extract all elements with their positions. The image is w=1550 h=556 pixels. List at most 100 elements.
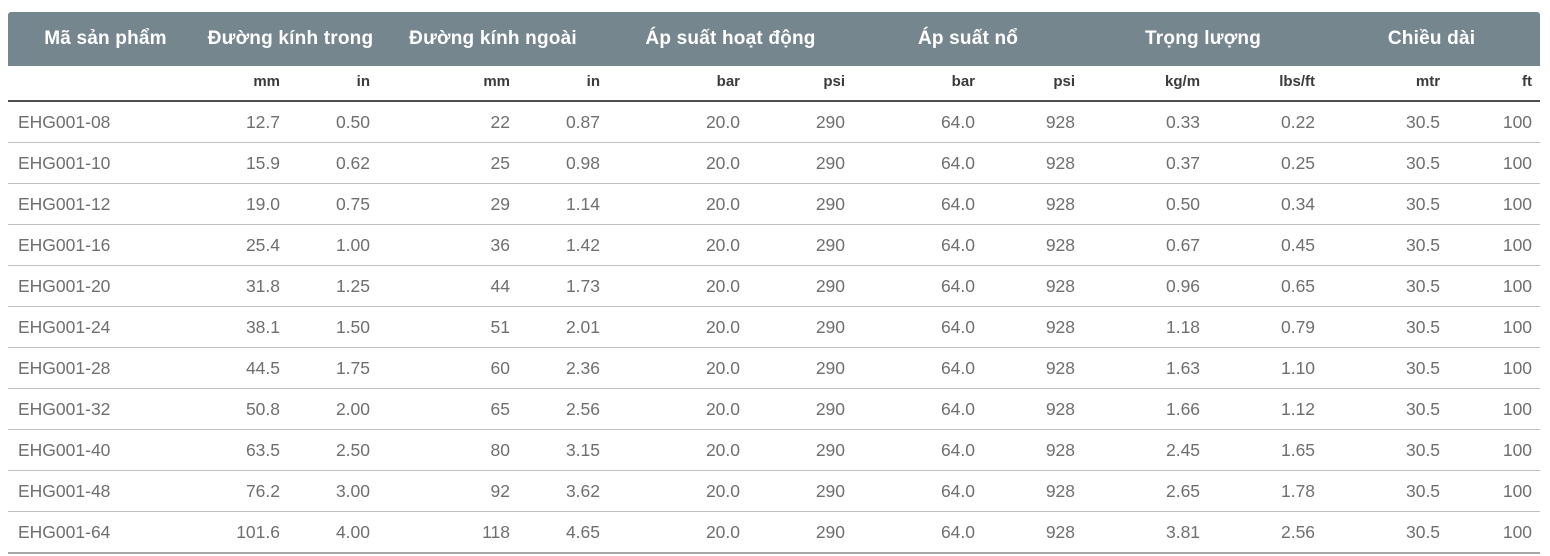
product-spec-table: Mã sản phẩm Đường kính trong Đường kính …	[8, 12, 1541, 554]
value-cell: 20.0	[608, 388, 748, 430]
value-cell: 4.65	[518, 511, 608, 554]
value-cell: 20.0	[608, 347, 748, 389]
value-cell: 30.5	[1323, 429, 1449, 471]
value-cell: 290	[748, 347, 854, 389]
group-header-row: Mã sản phẩm Đường kính trong Đường kính …	[8, 12, 1541, 66]
value-cell: 60	[378, 347, 518, 389]
value-cell: 2.56	[518, 388, 608, 430]
table-row: EHG001-20 31.8 1.25 44 1.73 20.0 290 64.0 928 0.9…	[8, 265, 1541, 307]
value-cell: 25	[378, 142, 518, 184]
value-cell: 30.5	[1323, 142, 1449, 184]
value-cell: 100	[1448, 224, 1541, 266]
value-cell: 0.50	[1083, 183, 1209, 225]
value-cell: 22	[490, 111, 510, 132]
value-cell: 1.66	[1083, 388, 1209, 430]
value-cell: 0.98	[518, 142, 608, 184]
value-cell: 1.73	[518, 265, 608, 307]
value-cell: 20.0	[608, 511, 748, 554]
value-cell: 64.0	[853, 306, 984, 348]
value-cell: 2.50	[288, 429, 378, 471]
unit-inner-mm: mm	[203, 66, 288, 102]
product-code-cell: EHG001-40	[8, 429, 203, 471]
value-cell: 100	[1448, 388, 1541, 430]
value-cell: 64.0	[853, 224, 984, 266]
value-cell: 29	[378, 183, 518, 225]
value-cell: 101.6	[203, 511, 288, 554]
value-cell: 64.0	[853, 142, 984, 184]
unit-weight-kgm: kg/m	[1083, 66, 1209, 102]
value-cell: 2.36	[518, 347, 608, 389]
value-cell: 928	[983, 224, 1084, 266]
value-cell: 928	[983, 347, 1084, 389]
table-row: EHG001-24 38.1 1.50 51 2.01 20.0 290 64.0 928 1.1…	[8, 306, 1541, 348]
table-row: EHG001-12 19.0 0.75 29 1.14 20.0 290 64.0 928 0.5…	[8, 183, 1541, 225]
value-cell: 50.8	[203, 388, 288, 430]
value-cell: 30.5	[1323, 306, 1449, 348]
column-group-burst-pressure: Áp suất nổ	[853, 12, 1084, 66]
value-cell: 0.25	[1208, 142, 1324, 184]
value-cell: 928	[983, 511, 1084, 554]
value-cell: 30.5	[1323, 183, 1449, 225]
value-cell: 64.0	[853, 470, 984, 512]
value-cell: 0.22	[1280, 111, 1316, 132]
product-code-cell: EHG001-20	[8, 265, 203, 307]
column-group-product-code: Mã sản phẩm	[8, 12, 203, 66]
value-cell: 3.15	[518, 429, 608, 471]
value-cell: 19.0	[203, 183, 288, 225]
value-cell: 1.50	[288, 306, 378, 348]
value-cell: 1.10	[1208, 347, 1324, 389]
value-cell: 44	[378, 265, 518, 307]
unit-outer-in: in	[518, 66, 608, 102]
value-cell: 64.0	[940, 111, 976, 132]
value-cell: 100	[1448, 142, 1541, 184]
table-row: EHG001-48 76.2 3.00 92 3.62 20.0 290 64.0 928 2.6…	[8, 470, 1541, 512]
unit-weight-lbsft: lbs/ft	[1208, 66, 1324, 102]
value-cell: 928	[983, 142, 1084, 184]
product-code-cell: EHG001-28	[8, 347, 203, 389]
table-body: EHG001-08 12.7 0.50 22 0.87 20.0 290 64.0 928 0.3…	[8, 101, 1541, 554]
value-cell: 0.65	[1208, 265, 1324, 307]
value-cell: 0.67	[1083, 224, 1209, 266]
value-cell: 30.5	[1323, 511, 1449, 554]
unit-working-bar: bar	[608, 66, 748, 102]
value-cell: 1.42	[518, 224, 608, 266]
value-cell: 928	[1045, 111, 1076, 132]
value-cell: 1.14	[518, 183, 608, 225]
unit-length-mtr: mtr	[1323, 66, 1449, 102]
value-cell: 290	[748, 142, 854, 184]
value-cell: 1.75	[288, 347, 378, 389]
value-cell: 1.18	[1083, 306, 1209, 348]
unit-working-psi: psi	[748, 66, 854, 102]
value-cell: 15.9	[203, 142, 288, 184]
value-cell: 290	[748, 511, 854, 554]
value-cell: 31.8	[203, 265, 288, 307]
value-cell: 4.00	[288, 511, 378, 554]
value-cell: 290	[748, 429, 854, 471]
value-cell: 0.75	[288, 183, 378, 225]
column-group-length: Chiều dài	[1323, 12, 1541, 66]
value-cell: 25.4	[203, 224, 288, 266]
value-cell: 1.25	[288, 265, 378, 307]
value-cell: 64.0	[853, 183, 984, 225]
value-cell: 3.00	[288, 470, 378, 512]
product-code-cell: EHG001-10	[8, 142, 203, 184]
value-cell: 20.0	[608, 470, 748, 512]
product-code-cell: EHG001-64	[8, 511, 203, 554]
value-cell: 0.62	[288, 142, 378, 184]
value-cell: 0.45	[1208, 224, 1324, 266]
value-cell: 0.87	[565, 111, 600, 132]
unit-inner-in: in	[288, 66, 378, 102]
column-group-working-pressure: Áp suất hoạt động	[608, 12, 854, 66]
value-cell: 64.0	[853, 265, 984, 307]
value-cell: 20.0	[608, 429, 748, 471]
table-row: EHG001-40 63.5 2.50 80 3.15 20.0 290 64.0 928 2.4…	[8, 429, 1541, 471]
value-cell: 20.0	[705, 111, 740, 132]
value-cell: 100	[1448, 265, 1541, 307]
value-cell: 20.0	[608, 183, 748, 225]
value-cell: 100	[1502, 111, 1533, 132]
units-header-row: mm in mm in bar psi bar psi kg/m lbs/ft …	[8, 66, 1541, 102]
value-cell: 51	[378, 306, 518, 348]
table-row: EHG001-16 25.4 1.00 36 1.42 20.0 290 64.0 928 0.6…	[8, 224, 1541, 266]
value-cell: 30.5	[1323, 470, 1449, 512]
value-cell: 100	[1448, 511, 1541, 554]
